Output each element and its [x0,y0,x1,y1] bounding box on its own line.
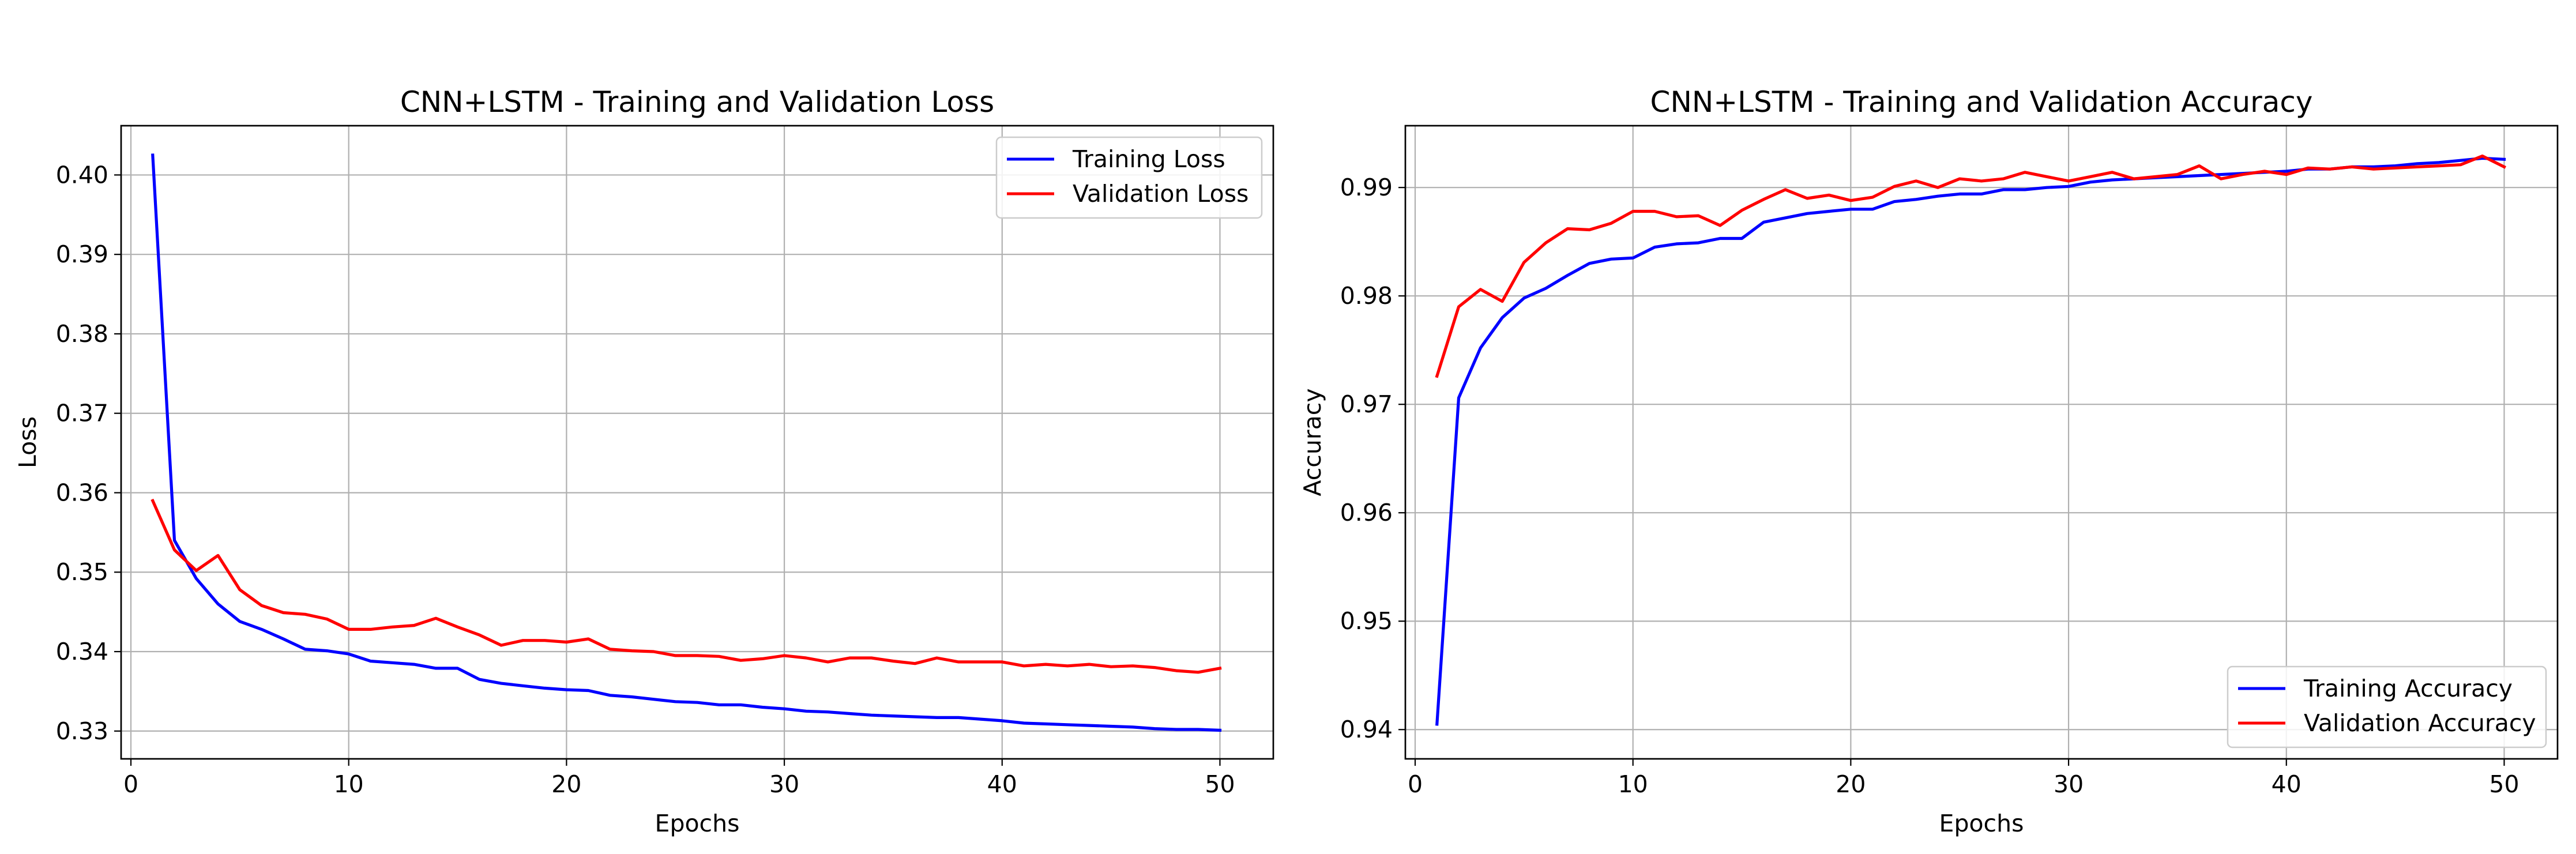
loss-y-tick-label: 0.40 [56,161,108,189]
loss-chart-panel: 0 10 20 30 40 50 0.33 0.34 0.35 0.36 0.37 0.38 0.39 0… [14,85,1274,837]
accuracy-y-tick-label: 0.94 [1340,716,1393,743]
loss-x-tick-label: 50 [1205,770,1235,798]
loss-legend-box [995,136,1263,219]
accuracy-y-tick-label: 0.95 [1340,607,1393,635]
accuracy-legend-label-training: Training Accuracy [2303,675,2513,702]
loss-chart-frame [120,125,1274,760]
accuracy-chart-title: CNN+LSTM - Training and Validation Accur… [1650,85,2313,119]
accuracy-legend-box [2227,665,2547,748]
loss-chart-lines [151,153,1222,732]
accuracy-legend-label-validation: Validation Accuracy [2304,709,2536,737]
accuracy-x-tick-label: 50 [2489,770,2519,798]
loss-x-tick-label: 10 [334,770,364,798]
accuracy-y-tick-label: 0.96 [1340,499,1393,526]
loss-series-line-validation [151,498,1222,674]
accuracy-chart-y-axis-label: Accuracy [1299,388,1326,496]
loss-y-tick-label: 0.34 [56,638,108,665]
loss-chart-title: CNN+LSTM - Training and Validation Loss [400,85,994,119]
accuracy-x-tick-label: 30 [2054,770,2084,798]
loss-y-tick-label: 0.35 [56,558,108,586]
loss-x-tick-label: 20 [551,770,581,798]
accuracy-series-line-validation [1435,155,2506,378]
accuracy-chart-lines [1435,155,2506,726]
loss-legend-label-validation: Validation Loss [1073,180,1248,208]
accuracy-chart-ticks: 0 10 20 30 40 50 0.94 0.95 0.96 0.97 0.98 0.99 [1340,174,2519,798]
loss-chart-y-axis-label: Loss [14,416,42,468]
loss-x-tick-label: 30 [769,770,799,798]
accuracy-chart-frame [1404,125,2559,760]
loss-x-tick-label: 0 [123,770,138,798]
loss-series-line-training [151,153,1222,732]
accuracy-chart-grid [1405,126,2558,759]
accuracy-x-tick-label: 40 [2272,770,2302,798]
accuracy-y-tick-label: 0.98 [1340,282,1393,310]
accuracy-y-tick-label: 0.97 [1340,390,1393,418]
accuracy-chart-panel: 0 10 20 30 40 50 0.94 0.95 0.96 0.97 0.98 0.99 CNN+… [1299,85,2559,837]
loss-legend-label-training: Training Loss [1072,145,1225,173]
loss-chart-legend: Training Loss Validation Loss [995,136,1263,219]
accuracy-x-tick-label: 10 [1618,770,1648,798]
accuracy-y-tick-label: 0.99 [1340,174,1393,201]
loss-y-tick-label: 0.38 [56,320,108,348]
loss-x-tick-label: 40 [987,770,1017,798]
accuracy-chart-x-axis-label: Epochs [1939,810,2024,837]
loss-y-tick-label: 0.36 [56,479,108,506]
loss-y-tick-label: 0.33 [56,717,108,745]
loss-chart-x-axis-label: Epochs [655,810,740,837]
loss-y-tick-label: 0.37 [56,400,108,427]
loss-y-tick-label: 0.39 [56,240,108,268]
accuracy-chart-legend: Training Accuracy Validation Accuracy [2227,665,2547,748]
accuracy-x-tick-label: 20 [1836,770,1866,798]
loss-chart-ticks: 0 10 20 30 40 50 0.33 0.34 0.35 0.36 0.37 0.38 0.39 0… [56,161,1235,798]
accuracy-x-tick-label: 0 [1408,770,1423,798]
